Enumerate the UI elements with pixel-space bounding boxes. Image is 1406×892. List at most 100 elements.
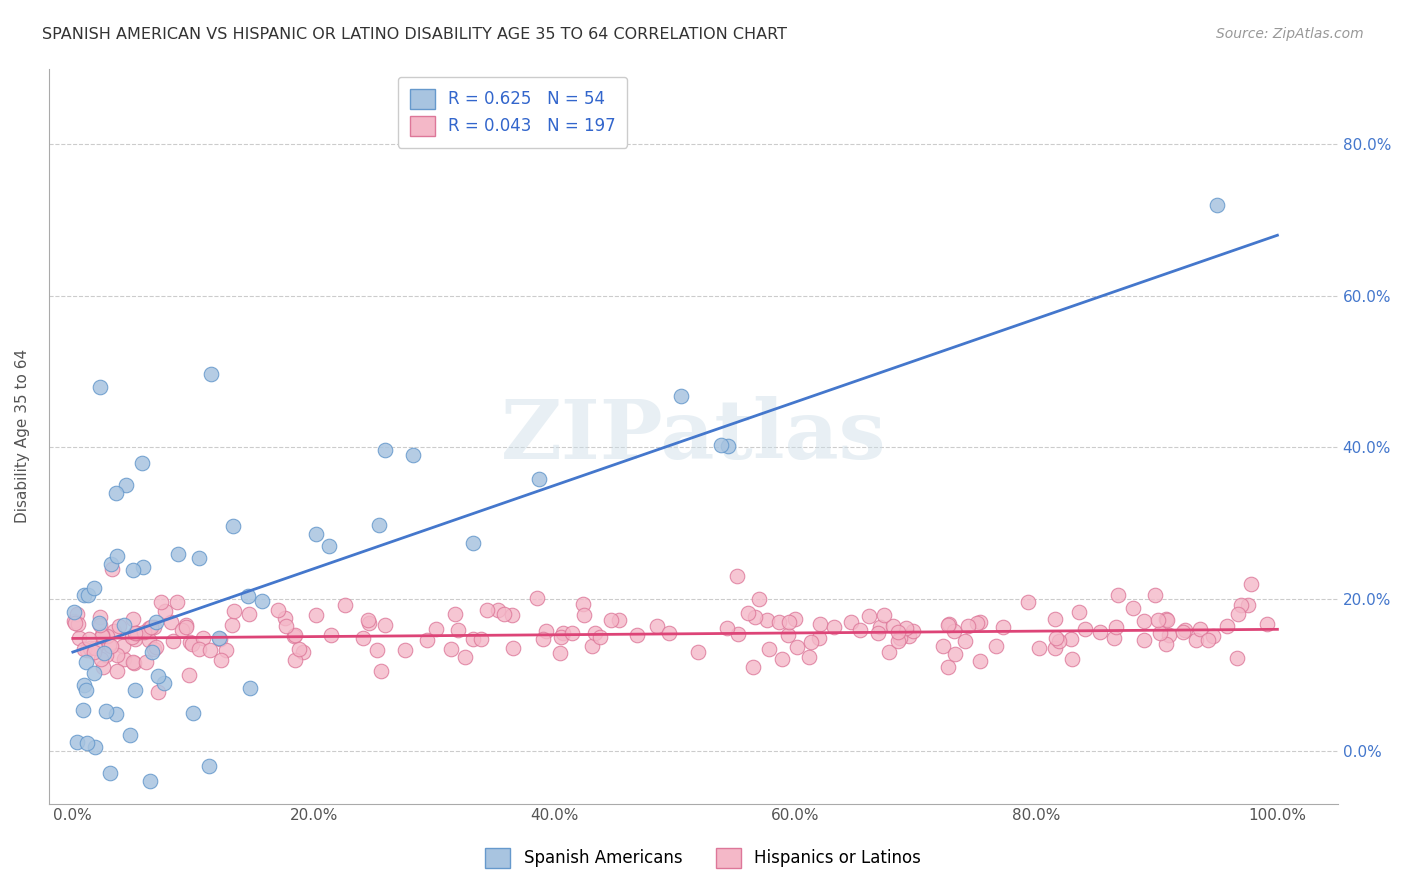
Point — [1074, 622, 1097, 636]
Point — [215, 642, 238, 657]
Point — [1107, 588, 1129, 602]
Y-axis label: Disability Age 35 to 64: Disability Age 35 to 64 — [15, 349, 30, 523]
Point — [1028, 640, 1050, 655]
Point — [966, 615, 988, 630]
Point — [486, 602, 509, 616]
Point — [66, 617, 89, 632]
Point — [786, 640, 808, 654]
Point — [139, 620, 162, 634]
Point — [208, 631, 231, 645]
Point — [152, 676, 174, 690]
Point — [222, 518, 245, 533]
Point — [121, 630, 143, 644]
Point — [305, 608, 328, 623]
Point — [727, 626, 749, 640]
Point — [76, 643, 98, 657]
Point — [198, 758, 221, 772]
Point — [72, 703, 94, 717]
Point — [1197, 632, 1219, 647]
Point — [873, 607, 896, 622]
Point — [737, 606, 759, 620]
Point — [267, 603, 290, 617]
Point — [823, 620, 845, 634]
Point — [896, 621, 918, 635]
Point — [1237, 598, 1260, 612]
Point — [89, 617, 111, 632]
Point — [112, 652, 135, 666]
Point — [1088, 624, 1111, 639]
Point — [66, 607, 89, 622]
Point — [609, 613, 631, 627]
Point — [808, 617, 831, 632]
Point — [744, 610, 766, 624]
Point — [439, 642, 461, 657]
Point — [710, 438, 733, 452]
Point — [114, 478, 136, 492]
Point — [955, 634, 977, 648]
Point — [177, 667, 200, 681]
Point — [936, 660, 959, 674]
Point — [778, 615, 800, 629]
Point — [200, 368, 222, 382]
Point — [160, 615, 183, 630]
Text: SPANISH AMERICAN VS HISPANIC OR LATINO DISABILITY AGE 35 TO 64 CORRELATION CHART: SPANISH AMERICAN VS HISPANIC OR LATINO D… — [42, 27, 787, 42]
Point — [938, 616, 960, 631]
Point — [283, 629, 305, 643]
Legend: Spanish Americans, Hispanics or Latinos: Spanish Americans, Hispanics or Latinos — [478, 841, 928, 875]
Point — [849, 623, 872, 637]
Point — [292, 645, 315, 659]
Point — [416, 632, 439, 647]
Point — [121, 655, 143, 669]
Point — [77, 588, 100, 602]
Point — [658, 625, 681, 640]
Point — [333, 598, 356, 612]
Point — [770, 651, 793, 665]
Point — [669, 389, 692, 403]
Point — [149, 595, 172, 609]
Point — [897, 629, 920, 643]
Point — [75, 683, 97, 698]
Point — [89, 380, 111, 394]
Point — [172, 623, 194, 637]
Point — [105, 664, 128, 678]
Point — [79, 632, 101, 646]
Point — [145, 640, 167, 654]
Point — [91, 629, 114, 643]
Point — [100, 557, 122, 571]
Point — [1102, 632, 1125, 646]
Point — [374, 617, 396, 632]
Point — [717, 439, 740, 453]
Point — [83, 645, 105, 659]
Point — [112, 618, 135, 632]
Point — [146, 685, 169, 699]
Point — [492, 607, 515, 621]
Point — [187, 550, 209, 565]
Point — [239, 681, 262, 695]
Point — [534, 624, 557, 638]
Point — [626, 628, 648, 642]
Point — [73, 641, 96, 656]
Point — [943, 647, 966, 661]
Point — [83, 740, 105, 755]
Text: Source: ZipAtlas.com: Source: ZipAtlas.com — [1216, 27, 1364, 41]
Point — [402, 448, 425, 462]
Point — [89, 610, 111, 624]
Point — [527, 472, 550, 486]
Legend: R = 0.625   N = 54, R = 0.043   N = 197: R = 0.625 N = 54, R = 0.043 N = 197 — [398, 77, 627, 147]
Point — [94, 705, 117, 719]
Point — [882, 618, 904, 632]
Point — [1143, 588, 1166, 602]
Point — [1122, 600, 1144, 615]
Point — [105, 648, 128, 662]
Point — [758, 642, 780, 657]
Point — [131, 456, 153, 470]
Point — [1226, 607, 1249, 621]
Point — [887, 625, 910, 640]
Point — [581, 640, 603, 654]
Point — [63, 616, 86, 631]
Point — [551, 625, 574, 640]
Point — [132, 624, 155, 639]
Point — [90, 652, 112, 666]
Point — [1105, 620, 1128, 634]
Point — [886, 633, 908, 648]
